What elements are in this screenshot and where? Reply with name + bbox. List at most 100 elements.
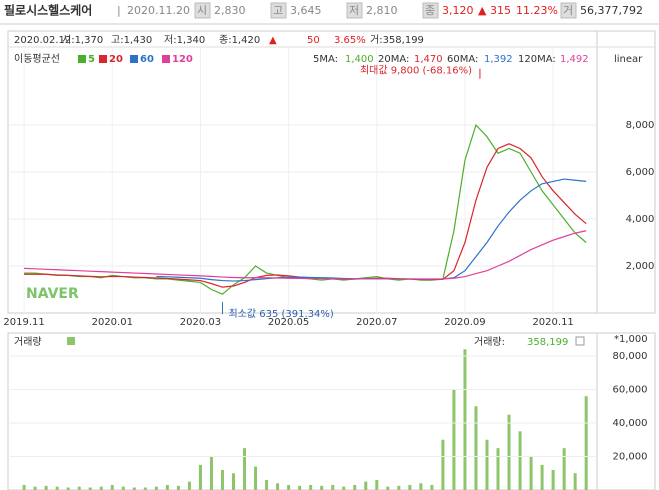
ma-label: 60MA:: [447, 54, 478, 65]
legend-swatch: [67, 337, 75, 345]
x-tick-label: 2019.11: [3, 317, 44, 328]
ma-value: 1,392: [484, 54, 513, 65]
info-change: 50: [307, 35, 320, 46]
volume-bar: [110, 484, 114, 490]
date: 2020.11.20: [127, 4, 190, 17]
volume-bar: [298, 485, 302, 490]
y-tick-label: 2,000: [626, 261, 655, 272]
watermark: NAVER: [26, 286, 79, 302]
volume-bar: [143, 487, 147, 490]
volume-bar: [518, 431, 522, 490]
x-tick-label: 2020.11: [532, 317, 573, 328]
volume-bar: [320, 485, 324, 490]
value: 3,645: [290, 4, 322, 17]
info-pct: 3.65%: [334, 35, 366, 46]
x-tick-label: 2020.07: [356, 317, 397, 328]
current-label: 거래량:: [474, 336, 505, 348]
legend-swatch: [99, 55, 107, 63]
volume-frame: [7, 332, 656, 490]
volume-bar: [507, 414, 511, 490]
volume-bar: [408, 484, 412, 490]
y-tick-label: 60,000: [613, 384, 648, 395]
volume-bar: [441, 439, 445, 490]
info-high: 고:1,430: [111, 35, 152, 46]
ma-line: [24, 230, 587, 280]
ma-value: 1,492: [560, 54, 589, 65]
volume-bar: [496, 448, 500, 490]
legend-swatch: [78, 55, 86, 63]
y-tick-label: 40,000: [613, 418, 648, 429]
volume-bar: [33, 486, 37, 490]
close-button[interactable]: [575, 336, 585, 346]
legend-label: 5: [88, 54, 95, 65]
label: 종: [425, 4, 435, 17]
volume-bar: [44, 485, 48, 490]
legend-swatch: [162, 55, 170, 63]
info-open: 시:1,370: [62, 34, 103, 46]
ma-label: 20MA:: [378, 54, 409, 65]
volume-bar: [551, 469, 555, 490]
x-tick-label: 2020.09: [444, 317, 485, 328]
legend-label: 20: [109, 54, 123, 65]
icon: [346, 2, 363, 19]
ma-label: 120MA:: [518, 54, 556, 65]
volume-bar: [529, 456, 533, 490]
change-pct: 11.23%: [516, 4, 558, 17]
volume-bar: [77, 486, 81, 490]
volume-bar: [99, 486, 103, 490]
y-tick-label: 8,000: [626, 120, 655, 131]
icon: [194, 2, 211, 19]
ma-line: [24, 123, 587, 295]
volume-bar: [463, 349, 467, 490]
volume-bar: [430, 484, 434, 490]
icon: [560, 2, 577, 19]
volume-bar: [353, 484, 357, 490]
volume-bar: [562, 448, 566, 490]
volume-bar: [331, 484, 335, 490]
x-tick-label: 2020.03: [180, 317, 221, 328]
value: 3,120: [442, 4, 474, 17]
volume-bar: [209, 456, 213, 490]
y-tick-label: 20,000: [613, 451, 648, 462]
y-tick-label: 80,000: [613, 351, 648, 362]
info-date: 2020.02.12: [14, 35, 71, 46]
volume-bar: [485, 439, 489, 490]
legend-title: 이동평균선: [14, 53, 60, 65]
annotation: 최소값 635 (391.34%): [228, 308, 333, 320]
info-arrow: ▲: [269, 35, 277, 46]
legend-swatch: [130, 55, 138, 63]
volume-bar: [342, 486, 346, 490]
annotation: 최대값 9,800 (-68.16%): [360, 65, 472, 77]
unit-label: *1,000: [614, 334, 648, 345]
volume-bar: [419, 483, 423, 490]
volume-bar: [176, 485, 180, 490]
volume-bar: [220, 469, 224, 490]
volume-bar: [452, 389, 456, 490]
change: ▲ 315: [478, 4, 511, 17]
label: 거: [563, 4, 573, 17]
current-value: 358,199: [527, 337, 568, 348]
info-low: 저:1,340: [164, 34, 205, 46]
value: 56,377,792: [580, 4, 643, 17]
volume-bar: [243, 448, 247, 490]
volume-bar: [254, 466, 258, 490]
ma-label: 5MA:: [313, 54, 338, 65]
volume-bar: [165, 484, 169, 490]
legend-label: 120: [172, 54, 193, 65]
value: 2,810: [366, 4, 398, 17]
volume-bar: [584, 396, 588, 490]
legend-label: 60: [140, 54, 154, 65]
x-tick-label: 2020.01: [92, 317, 133, 328]
volume-bar: [198, 464, 202, 490]
icon: [270, 2, 287, 19]
volume-bar: [474, 406, 478, 490]
volume-bar: [187, 481, 191, 490]
volume-bar: [265, 479, 269, 490]
y-tick-label: 6,000: [626, 167, 655, 178]
icon: [422, 2, 439, 19]
y-tick-label: 4,000: [626, 214, 655, 225]
volume-bar: [540, 464, 544, 490]
volume-bar: [154, 486, 158, 490]
volume-bar: [88, 487, 92, 490]
